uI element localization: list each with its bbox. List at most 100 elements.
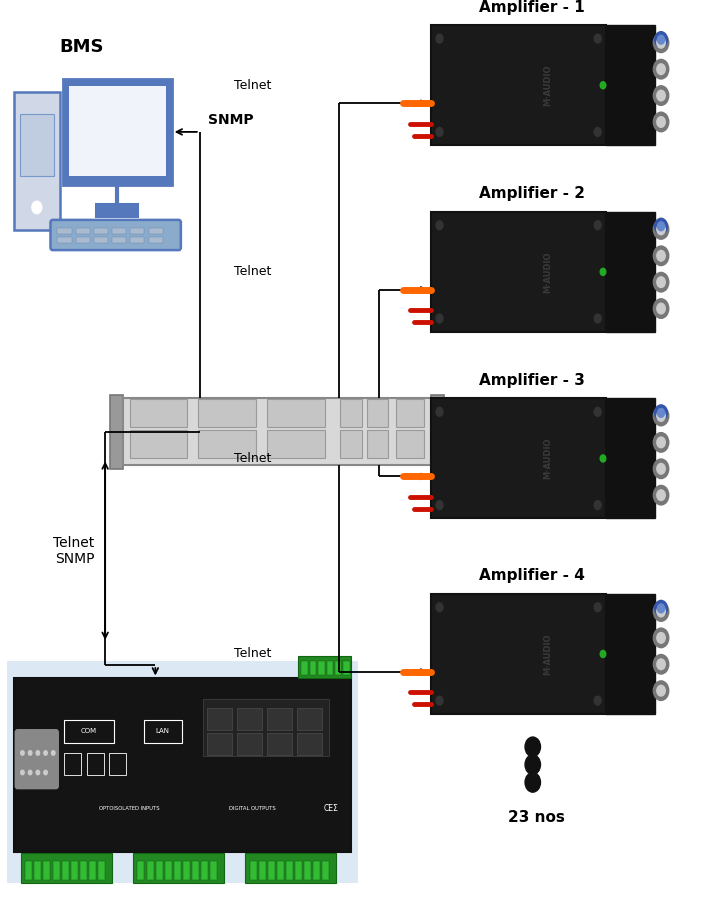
- Bar: [207, 709, 232, 729]
- Circle shape: [653, 60, 669, 79]
- FancyBboxPatch shape: [21, 853, 112, 882]
- Bar: [335, 661, 341, 675]
- FancyBboxPatch shape: [431, 594, 606, 714]
- Bar: [112, 228, 126, 234]
- Bar: [297, 733, 322, 755]
- Circle shape: [653, 246, 669, 265]
- Bar: [327, 661, 333, 675]
- Text: M·AUDIO: M·AUDIO: [543, 64, 552, 106]
- Circle shape: [657, 685, 665, 696]
- Circle shape: [436, 696, 443, 705]
- FancyBboxPatch shape: [606, 398, 655, 519]
- Text: LAN: LAN: [156, 728, 170, 734]
- Circle shape: [594, 221, 601, 230]
- Bar: [94, 228, 108, 234]
- Circle shape: [44, 770, 48, 775]
- Circle shape: [600, 455, 606, 462]
- Circle shape: [36, 770, 39, 775]
- Circle shape: [653, 485, 669, 505]
- Bar: [267, 709, 292, 729]
- Bar: [149, 228, 163, 234]
- Bar: [203, 699, 329, 757]
- FancyBboxPatch shape: [110, 395, 123, 469]
- Circle shape: [436, 603, 443, 612]
- Text: Amplifier - 2: Amplifier - 2: [479, 186, 585, 201]
- Bar: [201, 861, 208, 881]
- FancyBboxPatch shape: [431, 395, 444, 469]
- Circle shape: [436, 34, 443, 43]
- Circle shape: [657, 659, 665, 670]
- Circle shape: [28, 751, 32, 755]
- Bar: [396, 431, 424, 459]
- Bar: [198, 399, 256, 427]
- Circle shape: [36, 751, 39, 755]
- Circle shape: [657, 303, 665, 314]
- FancyBboxPatch shape: [606, 25, 655, 145]
- Bar: [137, 861, 144, 881]
- Circle shape: [594, 603, 601, 612]
- Circle shape: [594, 34, 601, 43]
- FancyBboxPatch shape: [133, 853, 224, 882]
- Bar: [268, 861, 275, 881]
- Bar: [57, 228, 72, 234]
- Bar: [267, 431, 325, 459]
- Circle shape: [653, 299, 669, 319]
- Bar: [149, 237, 163, 243]
- Circle shape: [653, 406, 669, 425]
- Circle shape: [600, 81, 606, 89]
- FancyBboxPatch shape: [14, 679, 350, 852]
- Circle shape: [653, 220, 669, 239]
- Circle shape: [600, 651, 606, 658]
- Circle shape: [655, 218, 667, 234]
- Bar: [71, 861, 78, 881]
- FancyBboxPatch shape: [606, 594, 655, 714]
- Circle shape: [653, 654, 669, 674]
- Bar: [89, 861, 96, 881]
- Bar: [130, 228, 144, 234]
- Bar: [301, 661, 308, 675]
- Circle shape: [657, 37, 665, 48]
- Circle shape: [600, 268, 606, 275]
- FancyBboxPatch shape: [606, 212, 655, 332]
- Circle shape: [657, 463, 665, 474]
- Circle shape: [657, 251, 665, 262]
- Bar: [259, 861, 266, 881]
- Circle shape: [657, 490, 665, 500]
- FancyBboxPatch shape: [7, 661, 358, 882]
- Bar: [130, 431, 187, 459]
- FancyBboxPatch shape: [431, 212, 606, 332]
- FancyBboxPatch shape: [245, 853, 336, 882]
- Bar: [53, 861, 60, 881]
- Text: DIGITAL OUTPUTS: DIGITAL OUTPUTS: [229, 805, 275, 811]
- Text: Telnet: Telnet: [233, 647, 271, 661]
- Circle shape: [657, 224, 665, 234]
- Bar: [80, 861, 87, 881]
- Circle shape: [653, 681, 669, 700]
- Bar: [367, 399, 388, 427]
- Circle shape: [653, 33, 669, 52]
- Bar: [192, 861, 199, 881]
- Text: SNMP: SNMP: [208, 113, 254, 128]
- Bar: [156, 861, 163, 881]
- Bar: [76, 228, 90, 234]
- Bar: [343, 661, 350, 675]
- Text: M·AUDIO: M·AUDIO: [543, 634, 552, 675]
- Text: COM: COM: [81, 728, 97, 734]
- Circle shape: [525, 737, 540, 757]
- Bar: [98, 861, 105, 881]
- Bar: [34, 861, 41, 881]
- Circle shape: [657, 277, 665, 288]
- Circle shape: [657, 64, 665, 74]
- FancyBboxPatch shape: [14, 92, 60, 230]
- Circle shape: [28, 770, 32, 775]
- Bar: [322, 861, 329, 881]
- Bar: [237, 733, 262, 755]
- Text: Amplifier - 4: Amplifier - 4: [479, 568, 585, 584]
- FancyBboxPatch shape: [123, 398, 431, 465]
- FancyBboxPatch shape: [97, 204, 139, 217]
- Bar: [147, 861, 154, 881]
- Bar: [295, 861, 302, 881]
- FancyBboxPatch shape: [15, 729, 58, 788]
- Circle shape: [44, 751, 48, 755]
- Bar: [340, 399, 362, 427]
